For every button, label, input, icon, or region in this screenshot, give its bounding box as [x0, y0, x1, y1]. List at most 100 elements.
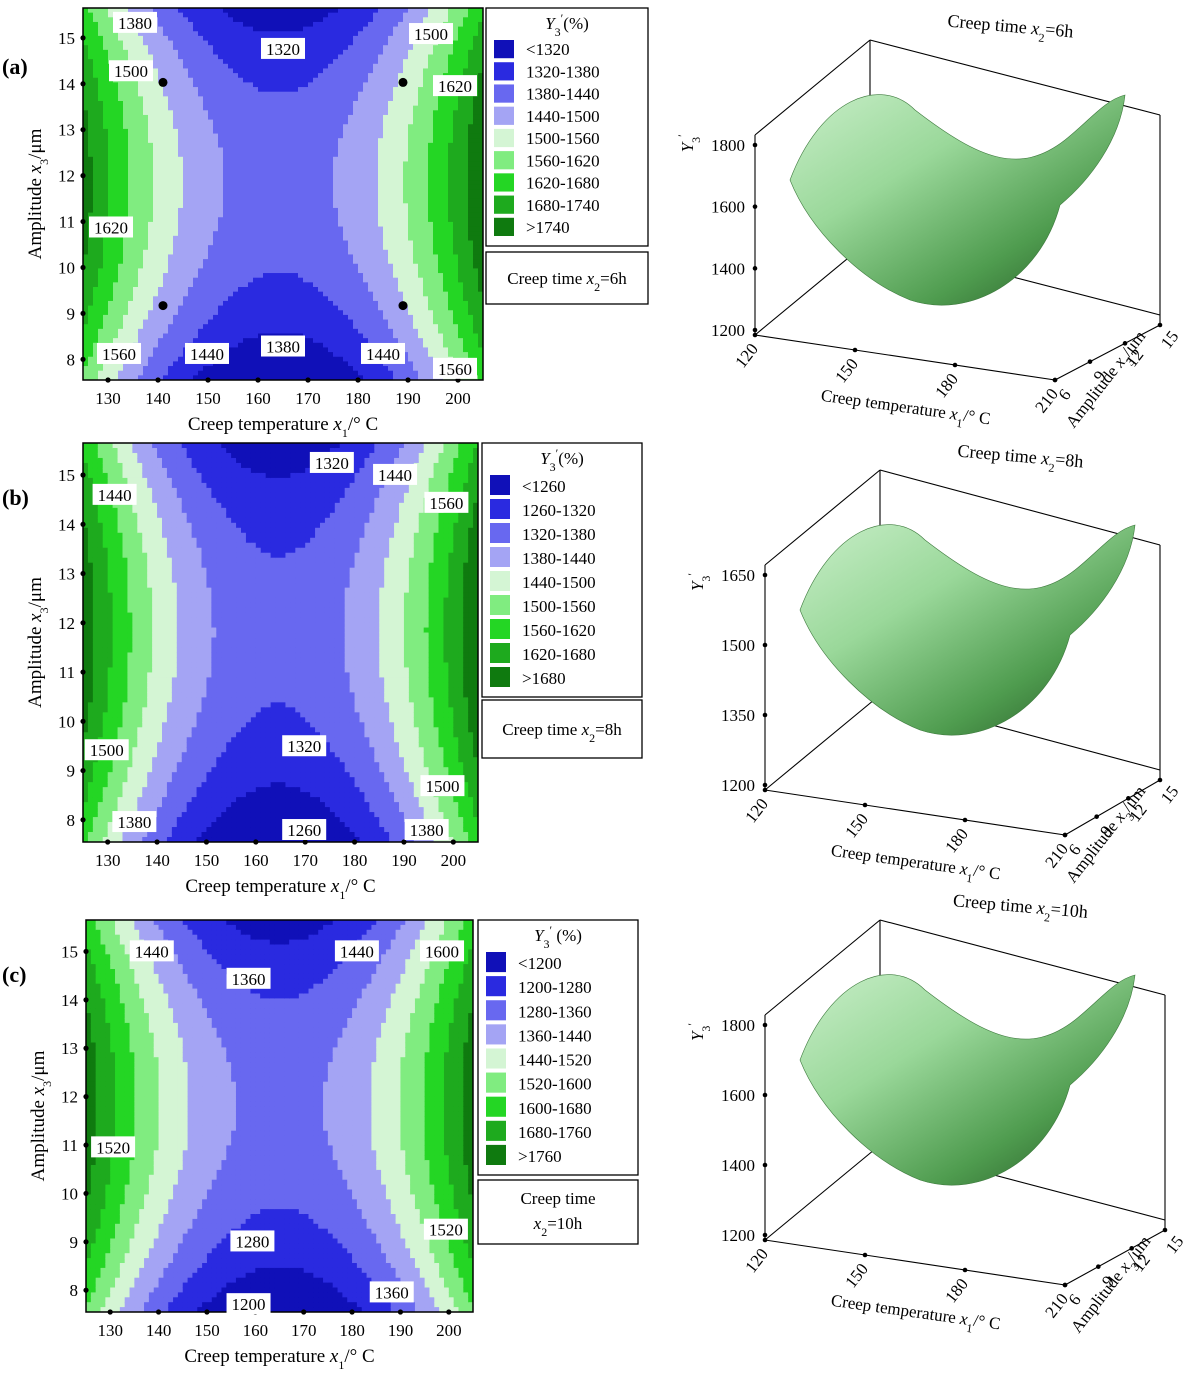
contour-label-bg	[92, 483, 137, 505]
y-tick-label: 15	[1157, 782, 1182, 807]
x-tick-label: 120	[741, 1245, 772, 1277]
design-point	[158, 77, 168, 87]
legend-entry: 1260-1320	[522, 501, 596, 520]
y-tick-label: 15	[61, 942, 78, 961]
x-tick-label: 180	[941, 1275, 972, 1307]
x-tick-label: 160	[243, 1321, 269, 1340]
legend-swatch	[486, 1000, 506, 1021]
contour-label-bg	[361, 342, 405, 364]
y-tick-dot	[80, 767, 86, 774]
x-tick-label: 180	[931, 370, 962, 402]
legend-swatch	[494, 128, 514, 148]
surface-title: Creep time x2=8h	[956, 441, 1084, 478]
y-tick-label: 12	[61, 1088, 78, 1107]
contour-label-bg	[97, 342, 141, 364]
contour-label: 1520	[429, 1221, 463, 1240]
legend-swatch	[490, 571, 510, 591]
x-tick-label: 150	[841, 810, 872, 842]
z-tick-label: 1800	[711, 136, 745, 155]
z-axis-label: Y3′	[685, 573, 713, 591]
z-tick-dot	[762, 1092, 768, 1098]
y-tick-label: 12	[58, 167, 75, 186]
contour-label-bg	[91, 1136, 136, 1158]
y-tick-label: 11	[59, 213, 75, 232]
y-tick-dot	[80, 218, 86, 225]
x-tick-label: 170	[292, 851, 318, 870]
x-tick-label: 200	[436, 1321, 462, 1340]
x-tick-dot	[154, 839, 160, 845]
legend-swatch	[486, 1096, 506, 1117]
y-tick-dot	[1162, 1227, 1168, 1233]
y-axis-label: Amplitude x3/μm	[25, 577, 51, 708]
response-surface	[789, 94, 1126, 306]
y-tick-dot	[1126, 796, 1131, 801]
z-tick-label: 1200	[721, 1226, 755, 1245]
z-tick-label: 1800	[721, 1016, 755, 1035]
legend-entry: 1560-1620	[522, 621, 596, 640]
condition-label: Creep time x2=6h	[507, 269, 627, 294]
z-tick-dot	[752, 327, 758, 333]
x-tick-dot	[301, 1309, 307, 1315]
contour-label: 1360	[375, 1283, 409, 1302]
y-tick-dot	[1157, 777, 1163, 783]
y-tick-dot	[80, 472, 86, 478]
y-tick-label: 10	[61, 1184, 78, 1203]
x-tick-dot	[205, 377, 211, 383]
y-tick-label: 15	[58, 29, 75, 48]
y-axis-label: Amplitude x3/μm	[25, 128, 51, 259]
x-axis-label: Creep temperature x1/° C	[829, 1291, 1002, 1340]
y-tick-dot	[80, 310, 86, 317]
contour-plot-1: 130 140 150 160 170 180 190 200 8 9 10 11 12 13 14 15 13…	[2, 442, 479, 902]
box-edge	[1054, 324, 1161, 381]
contour-label-bg	[282, 819, 327, 841]
x-tick-dot	[302, 839, 308, 845]
y-tick-label: 8	[67, 350, 76, 369]
surface-title: Creep time x2=10h	[952, 890, 1089, 928]
y-tick-label: 12	[58, 614, 75, 633]
x-tick-label: 140	[145, 389, 171, 408]
contour-label: 1380	[410, 821, 444, 840]
y-tick-dot	[1087, 359, 1093, 364]
contour-label: 1200	[232, 1295, 266, 1314]
design-point	[398, 301, 408, 311]
legend-entry: 1680-1740	[526, 196, 600, 215]
x-tick-label: 180	[941, 825, 972, 857]
x-tick-label: 140	[146, 1321, 172, 1340]
contour-label-bg	[112, 811, 157, 833]
legend-swatch	[486, 1048, 506, 1069]
z-tick-label: 1400	[721, 1156, 755, 1175]
x-tick-dot	[349, 1309, 355, 1315]
z-tick-label: 1600	[711, 198, 745, 217]
z-tick-label: 1350	[721, 706, 755, 725]
contour-plot-0: 130 140 150 160 170 180 190 200 8 9 10 11 12 13 14 15 13…	[2, 7, 484, 440]
legend-entry: 1600-1680	[518, 1099, 592, 1118]
x-tick-dot	[752, 332, 758, 338]
contour-label: 1500	[414, 25, 448, 44]
z-tick-dot	[762, 1232, 768, 1238]
x-axis-label: Creep temperature x1/° C	[188, 414, 378, 440]
y-tick-dot	[80, 35, 86, 41]
legend-entry: >1760	[518, 1147, 562, 1166]
contour-label-bg	[309, 451, 354, 473]
z-tick-label: 1200	[721, 776, 755, 795]
y-tick-dot	[83, 1045, 89, 1051]
x-tick-label: 130	[97, 1321, 123, 1340]
y-tick-dot	[80, 127, 86, 133]
box-edge	[879, 469, 1161, 546]
x-tick-label: 130	[95, 389, 121, 408]
y-tick-dot	[80, 81, 86, 87]
legend-title: Y3′(%)	[540, 446, 584, 474]
y-tick-label: 9	[67, 762, 76, 781]
contour-label-bg	[261, 37, 305, 59]
z-axis-label: Y3′	[675, 134, 703, 152]
x-tick-dot	[962, 817, 968, 823]
y-tick-label: 8	[67, 811, 76, 830]
y-tick-dot	[83, 1287, 89, 1293]
y-tick-label: 13	[58, 565, 75, 584]
y-tick-dot	[80, 570, 86, 577]
box-edge	[1064, 779, 1161, 836]
panel-label: (a)	[2, 54, 28, 79]
box-edge	[764, 1144, 881, 1241]
